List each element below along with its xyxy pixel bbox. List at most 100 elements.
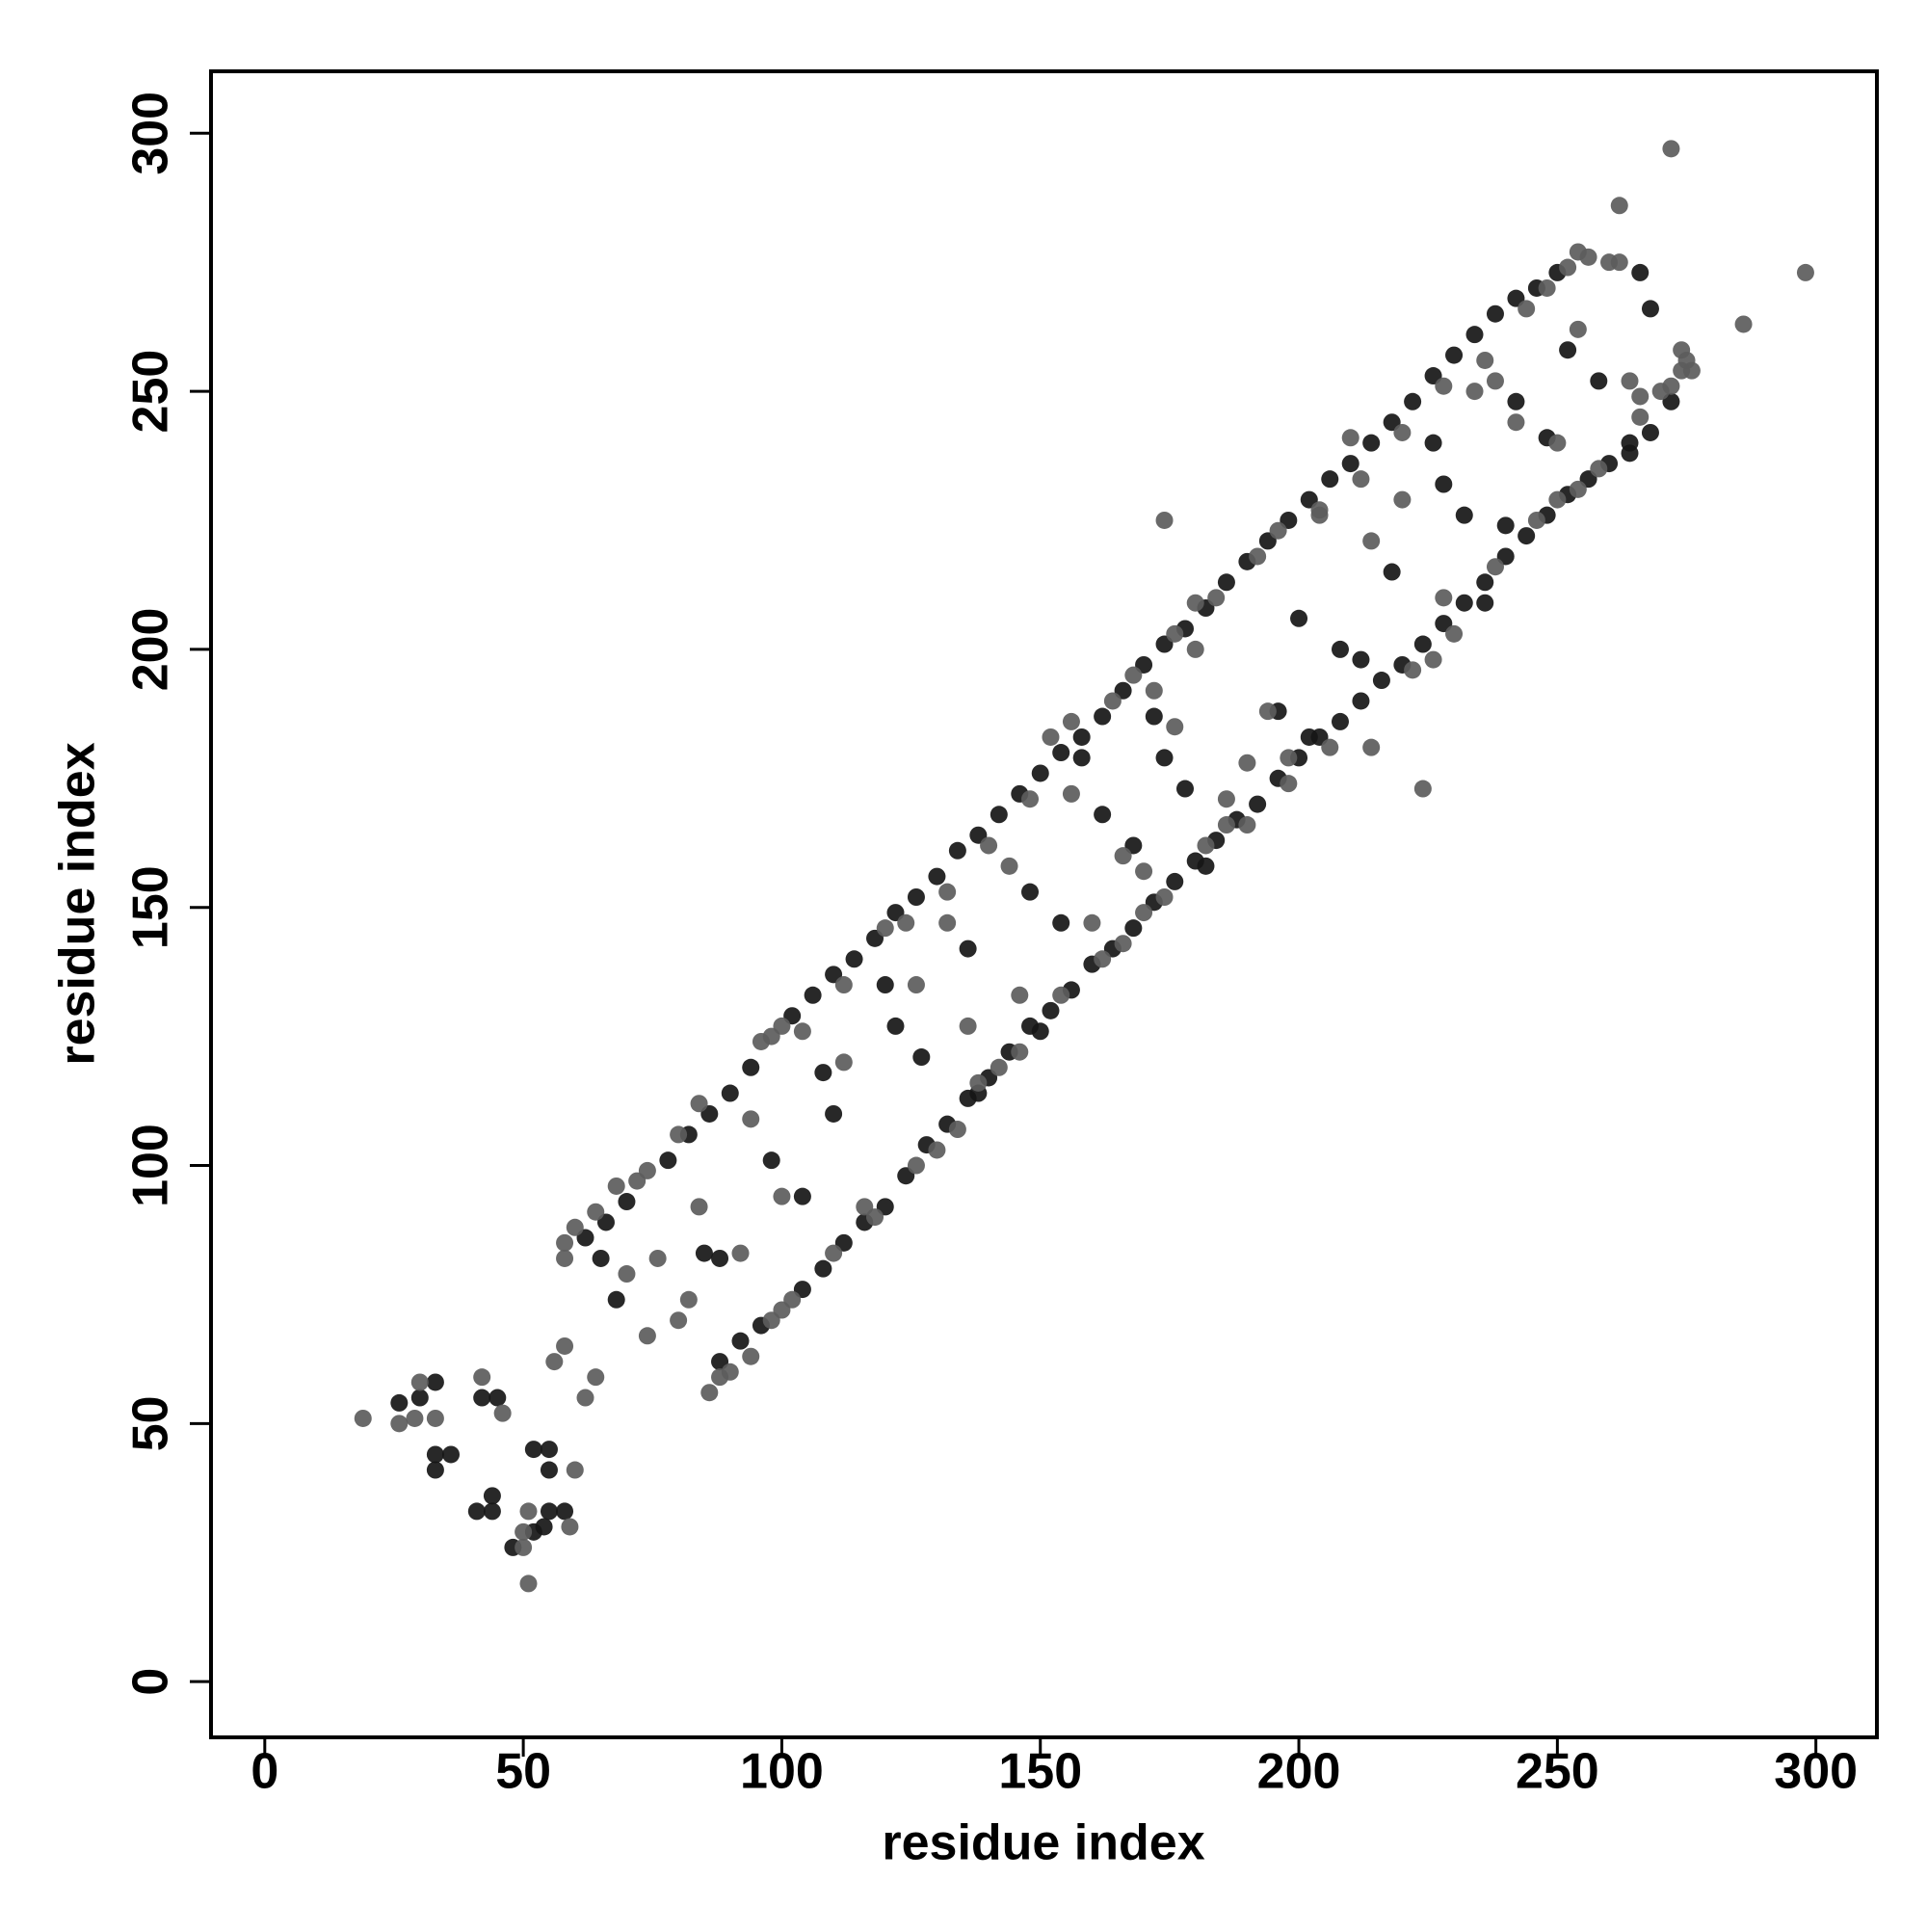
point — [845, 950, 863, 968]
point — [948, 1121, 966, 1139]
point — [592, 1249, 610, 1267]
point — [783, 1290, 802, 1309]
point — [856, 1198, 874, 1216]
point — [1610, 197, 1628, 215]
point — [659, 1151, 677, 1170]
point — [1217, 790, 1235, 808]
point — [1155, 511, 1174, 529]
point — [1662, 140, 1680, 158]
point — [1052, 986, 1070, 1004]
point — [1734, 315, 1753, 333]
point — [426, 1461, 444, 1479]
point — [721, 1084, 739, 1102]
point — [907, 976, 925, 994]
point — [1197, 857, 1215, 875]
point — [1424, 434, 1442, 452]
x-tick-label: 150 — [998, 1744, 1082, 1800]
point — [814, 1259, 832, 1278]
point — [1476, 351, 1494, 369]
point — [711, 1249, 729, 1267]
point — [1631, 263, 1650, 281]
point — [742, 1347, 760, 1365]
point — [1114, 935, 1132, 953]
point — [1217, 816, 1235, 834]
point — [1641, 300, 1659, 318]
point — [1155, 888, 1174, 907]
point — [1166, 624, 1184, 643]
point — [1486, 558, 1504, 576]
point — [1062, 784, 1080, 803]
point — [561, 1518, 579, 1536]
point — [1011, 986, 1029, 1004]
point — [876, 919, 894, 938]
point — [1559, 341, 1577, 359]
point — [711, 1368, 729, 1387]
point — [354, 1409, 372, 1427]
point — [1621, 372, 1639, 390]
x-tick-label: 200 — [1257, 1744, 1341, 1800]
point — [1538, 278, 1556, 297]
point — [1124, 919, 1143, 938]
point — [1352, 470, 1370, 489]
point — [1052, 744, 1070, 762]
point — [1590, 460, 1608, 478]
point — [1352, 650, 1370, 669]
point — [1455, 594, 1473, 612]
point — [804, 986, 822, 1004]
point — [700, 1384, 719, 1402]
y-tick-label: 200 — [123, 608, 179, 692]
point — [519, 1502, 538, 1521]
point — [556, 1337, 574, 1355]
point — [742, 1110, 760, 1128]
point — [959, 940, 977, 958]
point — [1310, 501, 1329, 519]
point — [1094, 806, 1112, 824]
point — [793, 1187, 811, 1205]
point — [907, 1156, 925, 1175]
point — [1362, 434, 1381, 452]
point — [1383, 563, 1401, 581]
point — [1445, 346, 1464, 364]
point — [1155, 749, 1174, 767]
point — [1145, 707, 1163, 726]
point — [907, 888, 925, 907]
point — [473, 1368, 491, 1387]
point — [1682, 361, 1701, 380]
point — [1435, 589, 1453, 607]
point — [648, 1249, 667, 1267]
point — [1280, 749, 1298, 767]
point — [938, 913, 957, 932]
point — [1424, 650, 1442, 669]
point — [1393, 423, 1412, 441]
point — [1404, 392, 1422, 410]
point — [742, 1058, 760, 1076]
y-tick-label: 300 — [123, 92, 179, 175]
plot-frame — [209, 69, 1879, 1739]
point — [825, 1244, 843, 1262]
point — [1518, 527, 1536, 545]
point — [1238, 816, 1256, 834]
point — [825, 1104, 843, 1123]
point — [1145, 681, 1163, 700]
point — [1166, 872, 1184, 890]
point — [695, 1244, 713, 1262]
point — [793, 1022, 811, 1041]
point — [540, 1461, 558, 1479]
point — [1052, 913, 1070, 932]
point — [519, 1575, 538, 1593]
point — [1569, 320, 1587, 338]
point — [1072, 728, 1091, 746]
point — [1269, 521, 1287, 540]
point — [948, 841, 966, 860]
point — [1238, 754, 1256, 772]
point — [410, 1373, 429, 1391]
point — [1072, 749, 1091, 767]
point — [1527, 511, 1545, 529]
point — [1362, 532, 1381, 550]
point — [928, 1141, 946, 1159]
point — [1175, 780, 1194, 798]
point — [1559, 258, 1577, 277]
point — [1590, 372, 1608, 390]
point — [773, 1187, 791, 1205]
point — [928, 867, 946, 886]
